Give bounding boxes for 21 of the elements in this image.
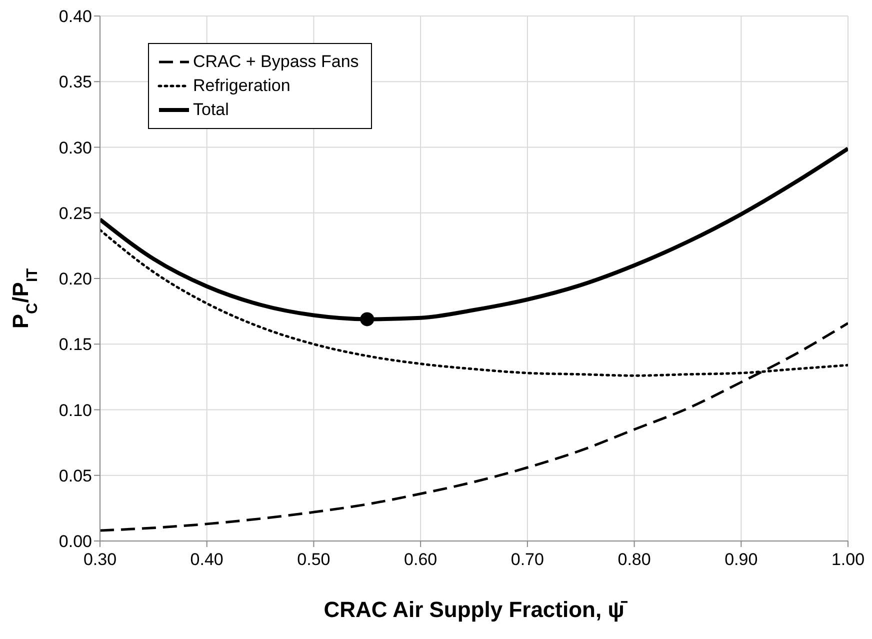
legend-label: CRAC + Bypass Fans	[193, 52, 359, 72]
x-tick-label: 0.70	[510, 550, 544, 570]
y-tick-label: 0.20	[58, 270, 92, 289]
x-tick-label: 1.00	[831, 550, 865, 570]
y-tick-label: 0.00	[58, 532, 92, 552]
x-axis-title: CRAC Air Supply Fraction, ψ̄	[324, 597, 628, 622]
legend-label: Refrigeration	[193, 76, 290, 96]
y-tick-label: 0.10	[58, 400, 92, 420]
y-tick-label: 0.15	[58, 335, 92, 354]
x-tick-label: 0.90	[724, 550, 758, 570]
legend-label: Total	[193, 100, 229, 120]
x-tick-label: 0.80	[618, 550, 651, 570]
y-tick-label: 0.40	[58, 7, 92, 26]
x-tick-label: 0.30	[83, 550, 117, 570]
x-tick-label: 0.50	[297, 550, 330, 570]
y-tick-label: 0.05	[58, 466, 92, 486]
x-tick-label: 0.40	[190, 550, 224, 570]
y-tick-label: 0.25	[58, 204, 92, 223]
x-tick-label: 0.60	[404, 550, 438, 570]
y-tick-label: 0.35	[58, 72, 92, 92]
y-tick-label: 0.30	[58, 138, 92, 158]
